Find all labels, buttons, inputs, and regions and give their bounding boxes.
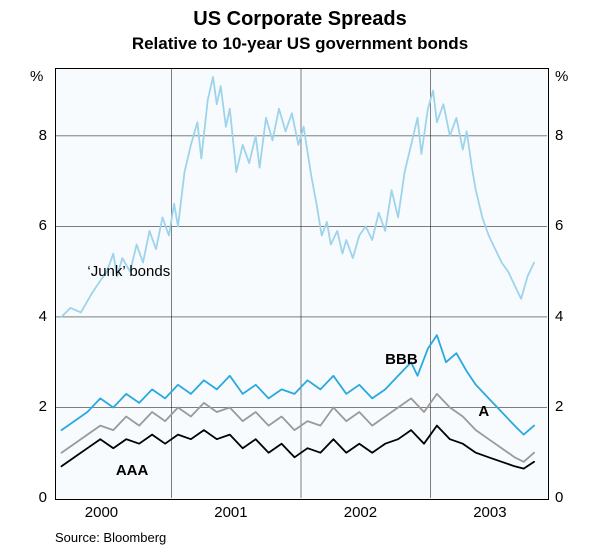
ytick-right: 6 (555, 217, 563, 234)
xtick: 2001 (214, 504, 247, 521)
xtick: 2003 (473, 504, 506, 521)
ytick-left: 2 (39, 398, 47, 415)
xtick: 2002 (344, 504, 377, 521)
series-label-junk-bonds: ‘Junk’ bonds (87, 263, 170, 280)
ytick-left: 6 (39, 217, 47, 234)
ytick-left: 8 (39, 127, 47, 144)
series-label-bbb: BBB (385, 351, 418, 368)
source-text: Source: Bloomberg (55, 530, 166, 545)
ytick-left: 4 (39, 308, 47, 325)
ytick-right: 8 (555, 127, 563, 144)
series-label-aaa: AAA (116, 462, 149, 479)
xtick: 2000 (85, 504, 118, 521)
chart-container: US Corporate Spreads Relative to 10-year… (0, 0, 600, 553)
ytick-left: 0 (39, 489, 47, 506)
series-label-a: A (478, 403, 489, 420)
ytick-right: 2 (555, 398, 563, 415)
ytick-right: 0 (555, 489, 563, 506)
ytick-right: 4 (555, 308, 563, 325)
